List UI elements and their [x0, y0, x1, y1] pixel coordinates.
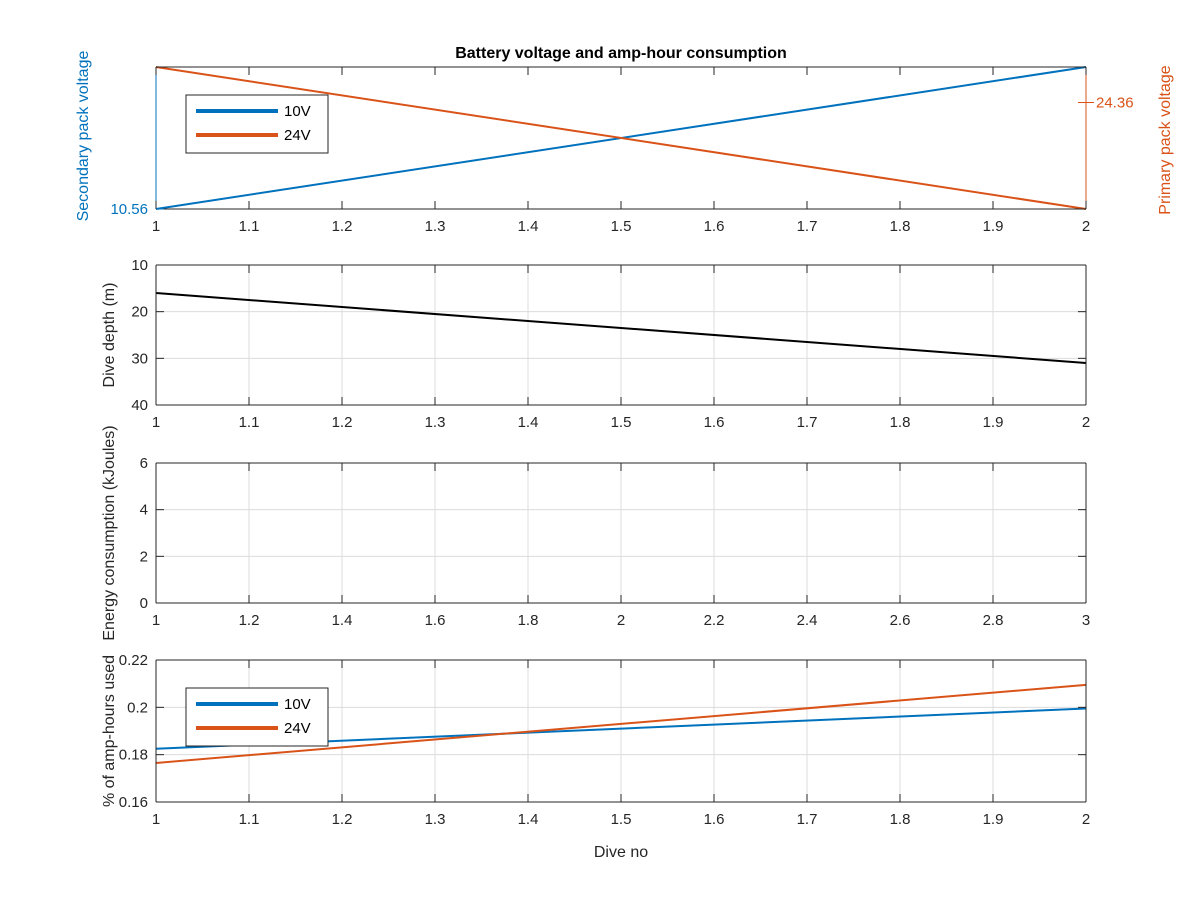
- x-tick-label: 1.6: [704, 414, 725, 431]
- x-tick-label: 2: [1082, 414, 1090, 431]
- panel-4: 1 1.1 1.2 1.3 1.4 1.5 1.6 1.7 1.8 1.9 2 0.16 0.18 0.2…: [101, 652, 1090, 861]
- legend-entry-24V: 24V: [284, 127, 311, 144]
- y-tick-label: 2: [140, 548, 148, 565]
- x-tick-label: 2: [617, 612, 625, 629]
- x-tick-label: 1.1: [239, 218, 260, 235]
- y-tick-label: 10: [131, 257, 148, 274]
- x-tick-label: 2.4: [797, 612, 818, 629]
- legend-entry-10V: 10V: [284, 696, 311, 713]
- panel-2: 1 1.1 1.2 1.3 1.4 1.5 1.6 1.7 1.8 1.9 2 10 20 30 40 Div…: [101, 257, 1090, 431]
- x-tick-label: 1.9: [983, 218, 1004, 235]
- x-tick-label: 1.7: [797, 414, 818, 431]
- legend-box: [185, 94, 329, 154]
- x-tick-label: 1.9: [983, 811, 1004, 828]
- y-axis-label: % of amp-hours used: [101, 655, 118, 807]
- y-tick-label: 6: [140, 455, 148, 472]
- x-tick-label: 1.6: [425, 612, 446, 629]
- y-axis-label-right: Primary pack voltage: [1157, 65, 1174, 214]
- x-tick-label: 2.8: [983, 612, 1004, 629]
- x-tick-label: 1: [152, 811, 160, 828]
- y-axis-label: Dive depth (m): [101, 283, 118, 388]
- x-tick-label: 1.5: [611, 414, 632, 431]
- x-tick-label: 1.5: [611, 811, 632, 828]
- y-tick-label: 0.22: [119, 652, 148, 669]
- x-tick-label: 3: [1082, 612, 1090, 629]
- x-tick-label: 1.3: [425, 811, 446, 828]
- x-tick-label: 1.7: [797, 218, 818, 235]
- x-axis-label: Dive no: [594, 844, 648, 861]
- x-tick-label: 1.7: [797, 811, 818, 828]
- x-tick-label: 1.4: [518, 811, 539, 828]
- x-tick-label: 1: [152, 414, 160, 431]
- x-tick-label: 1: [152, 612, 160, 629]
- x-tick-label: 1.1: [239, 414, 260, 431]
- x-tick-label: 1.2: [332, 218, 353, 235]
- legend-entry-24V: 24V: [284, 720, 311, 737]
- x-tick-label: 1.8: [890, 218, 911, 235]
- y-tick-label: 20: [131, 304, 148, 321]
- legend-box: [185, 687, 329, 747]
- x-tick-label: 1.6: [704, 811, 725, 828]
- x-tick-label: 1: [152, 218, 160, 235]
- chart-title: Battery voltage and amp-hour consumption: [455, 45, 787, 62]
- x-tick-label: 1.2: [332, 414, 353, 431]
- x-tick-label: 2: [1082, 218, 1090, 235]
- series-line-24V: [155, 683, 1087, 764]
- x-tick-label: 1.3: [425, 414, 446, 431]
- y-axis-label: Energy consumption (kJoules): [101, 425, 118, 640]
- x-tick-label: 1.4: [518, 414, 539, 431]
- x-tick-label: 1.3: [425, 218, 446, 235]
- x-tick-label: 1.8: [890, 414, 911, 431]
- x-tick-label: 1.4: [332, 612, 353, 629]
- y-tick-label-right: 24.36: [1096, 95, 1134, 112]
- x-tick-label: 1.5: [611, 218, 632, 235]
- x-tick-label: 1.2: [239, 612, 260, 629]
- panel-3: 1 1.2 1.4 1.6 1.8 2 2.2 2.4 2.6 2.8 3 0 2 4 6 Energy co…: [101, 425, 1090, 640]
- x-tick-label: 2.2: [704, 612, 725, 629]
- series-line-24V: [155, 66, 1087, 210]
- x-tick-label: 1.1: [239, 811, 260, 828]
- y-tick-label-left: 10.56: [110, 201, 148, 218]
- panel-1: 1 1.1 1.2 1.3 1.4 1.5 1.6 1.7 1.8 1.9 2 10.56 24.36 S…: [75, 45, 1174, 235]
- x-tick-label: 1.6: [704, 218, 725, 235]
- x-tick-label: 1.8: [890, 811, 911, 828]
- x-tick-label: 1.4: [518, 218, 539, 235]
- y-tick-label: 40: [131, 397, 148, 414]
- y-axis-label-left: Secondary pack voltage: [75, 51, 92, 222]
- y-tick-label: 0: [140, 595, 148, 612]
- legend-entry-10V: 10V: [284, 103, 311, 120]
- y-tick-label: 0.2: [127, 699, 148, 716]
- x-tick-label: 1.9: [983, 414, 1004, 431]
- x-tick-label: 1.8: [518, 612, 539, 629]
- y-tick-label: 0.16: [119, 794, 148, 811]
- series-line-1: [155, 292, 1087, 364]
- x-tick-label: 2.6: [890, 612, 911, 629]
- x-tick-label: 1.2: [332, 811, 353, 828]
- y-tick-label: 4: [140, 502, 148, 519]
- y-tick-label: 30: [131, 350, 148, 367]
- y-tick-label: 0.18: [119, 747, 148, 764]
- x-tick-label: 2: [1082, 811, 1090, 828]
